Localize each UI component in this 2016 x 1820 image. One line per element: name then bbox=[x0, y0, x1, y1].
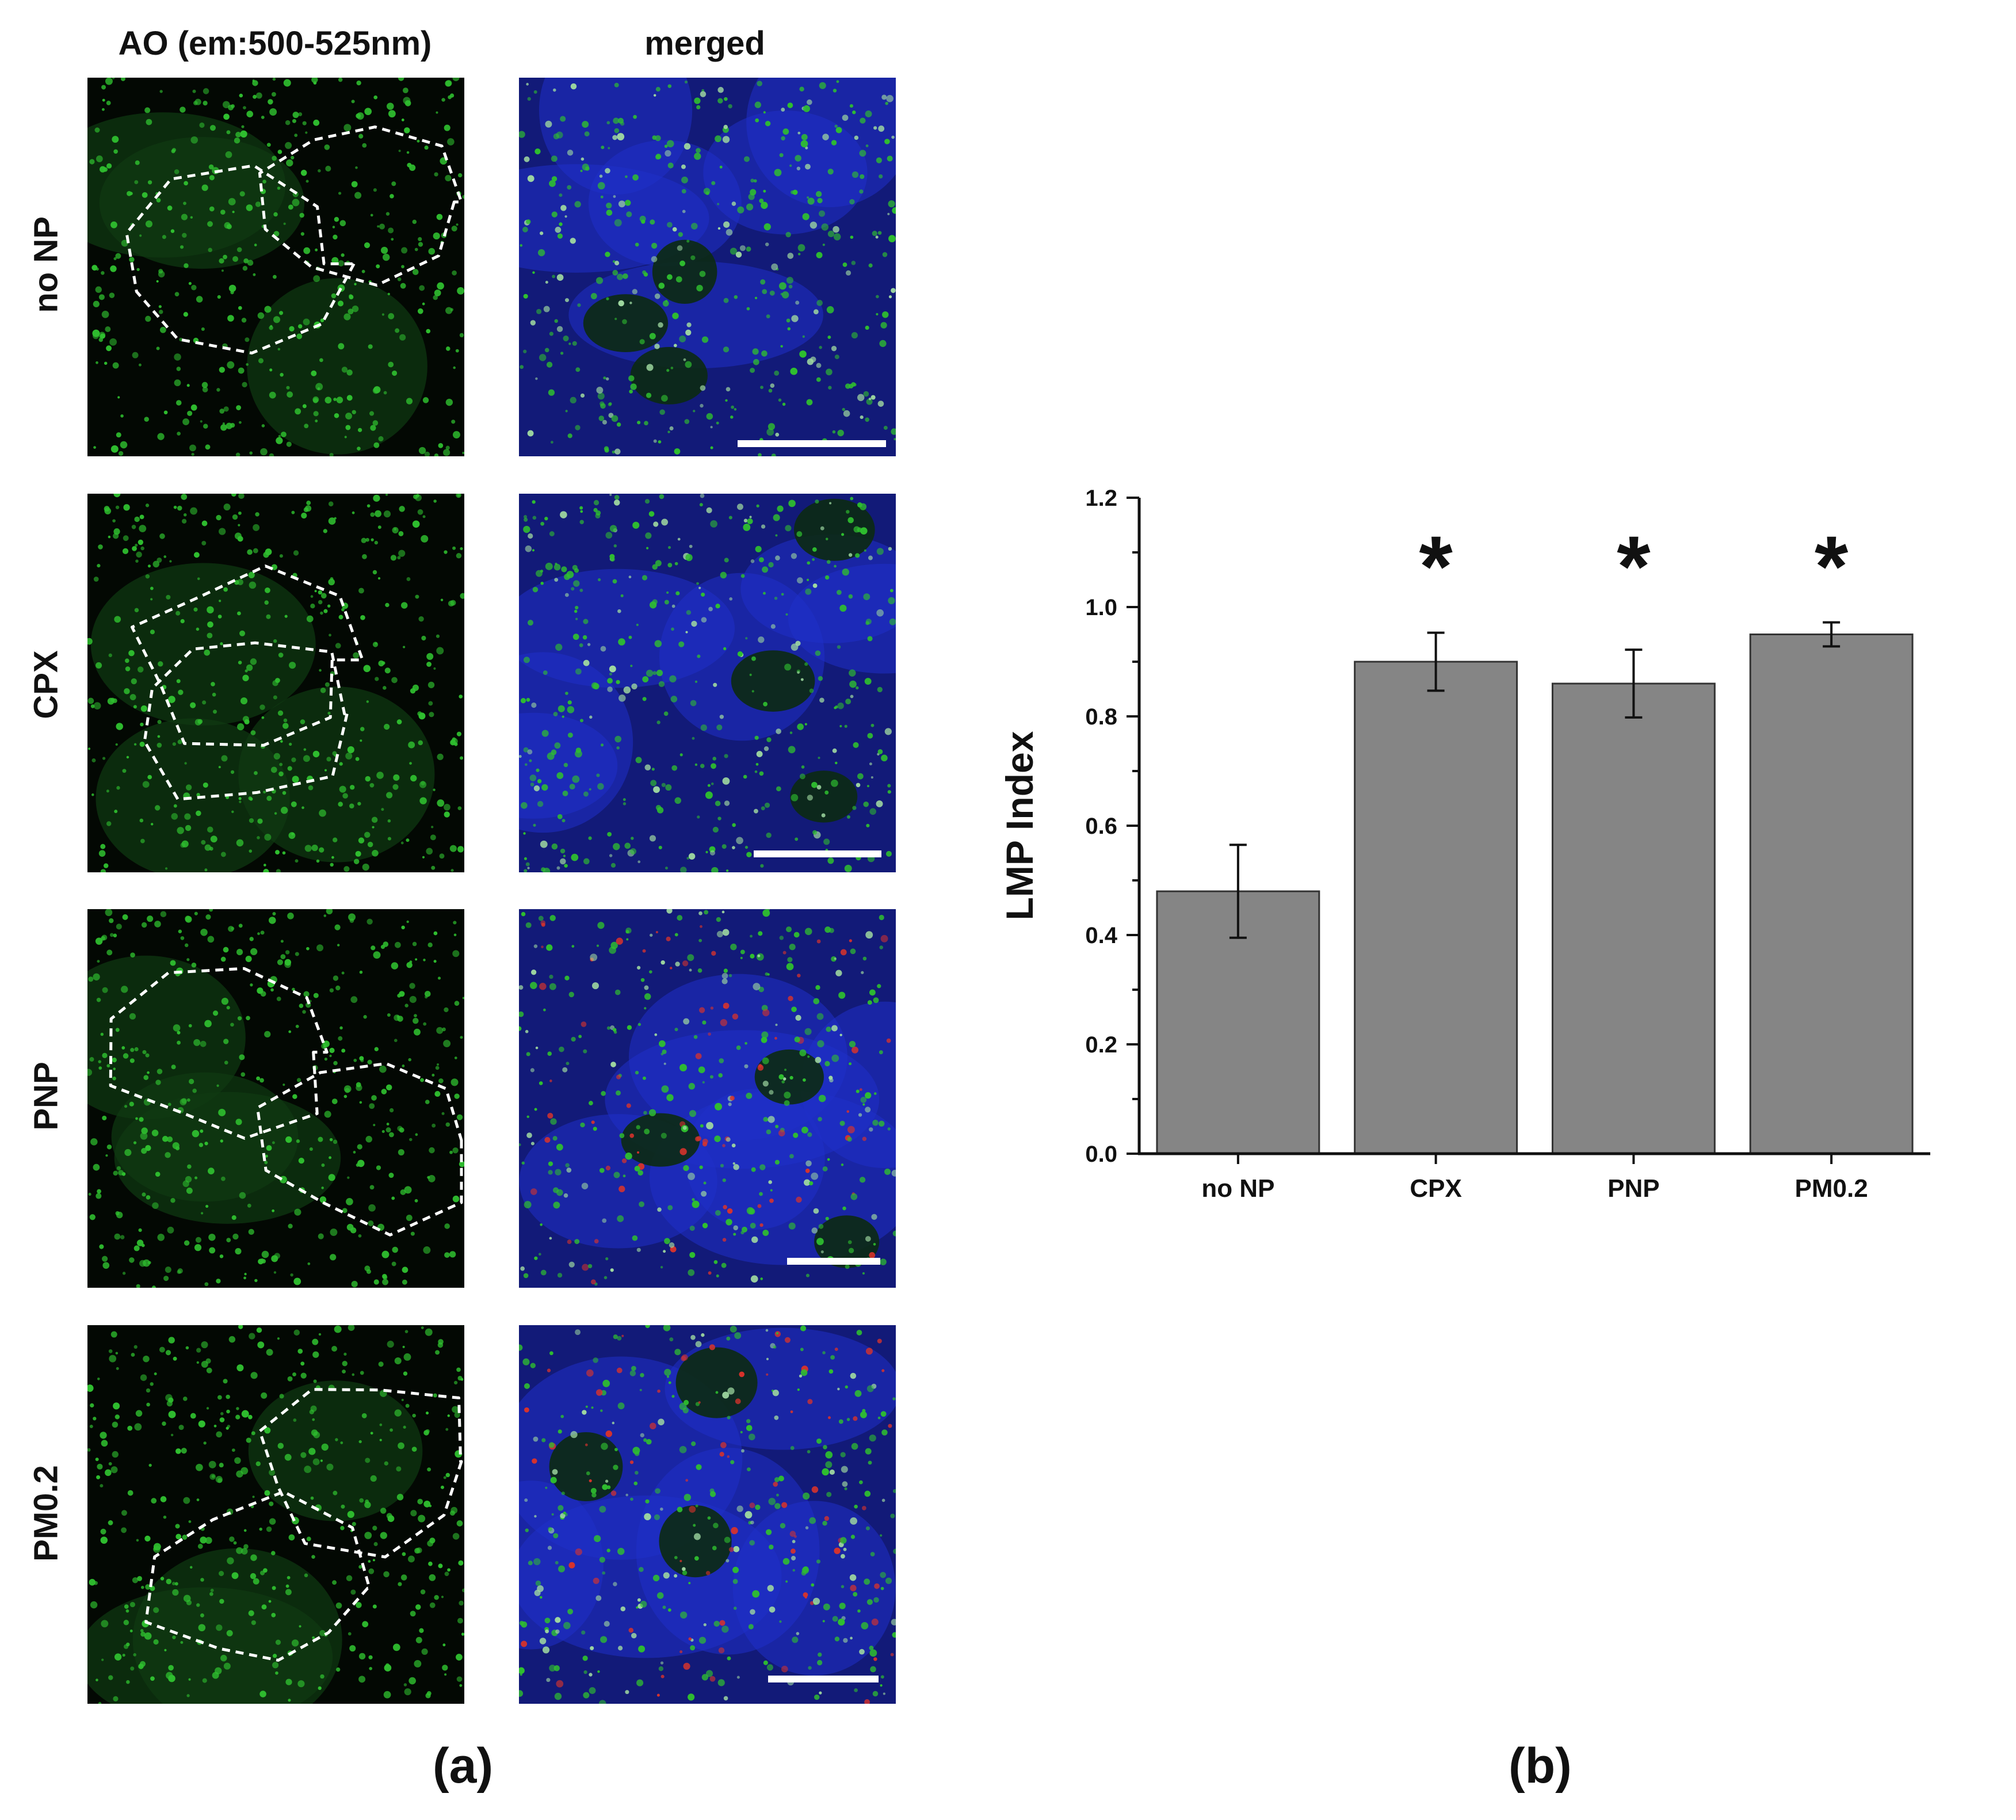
x-tick-label-3: PM0.2 bbox=[1795, 1174, 1868, 1203]
y-axis-label: LMP Index bbox=[998, 731, 1041, 920]
ao-image-cpx bbox=[87, 494, 464, 872]
ao-image-no-np bbox=[87, 78, 464, 456]
x-tick-label-2: PNP bbox=[1608, 1174, 1659, 1203]
y-tick-label-6: 1.2 bbox=[1085, 486, 1117, 511]
y-tick-label-3: 0.6 bbox=[1085, 814, 1117, 839]
row-label-pm02: PM0.2 bbox=[27, 1465, 65, 1562]
row-label-pnp: PNP bbox=[27, 1062, 65, 1131]
x-tick-label-1: CPX bbox=[1410, 1174, 1461, 1203]
merged-image-cpx bbox=[519, 494, 896, 872]
y-tick-label-0: 0.0 bbox=[1085, 1142, 1117, 1167]
significance-star-3: * bbox=[1815, 518, 1849, 615]
row-label-no-np: no NP bbox=[27, 216, 65, 313]
significance-star-1: * bbox=[1419, 518, 1453, 615]
y-tick-label-5: 1.0 bbox=[1085, 595, 1117, 620]
bar-2 bbox=[1551, 682, 1716, 1155]
y-tick-label-4: 0.8 bbox=[1085, 704, 1117, 730]
merged-image-pm02 bbox=[519, 1325, 896, 1704]
panel-letter-b: (b) bbox=[1509, 1738, 1572, 1794]
row-label-cpx: CPX bbox=[27, 650, 65, 719]
y-tick-label-1: 0.2 bbox=[1085, 1032, 1117, 1058]
bar-1 bbox=[1354, 661, 1518, 1155]
panel-letter-a: (a) bbox=[433, 1738, 494, 1794]
scale-bar-pnp bbox=[787, 1258, 880, 1265]
scale-bar-no-np bbox=[738, 440, 886, 447]
lmp-index-bar-chart: no NP * CPX * PNP * PM0.2 0.0 0.2 0.4 0.6 0.8 1.0 1.2… bbox=[998, 486, 1930, 1203]
bar-3 bbox=[1749, 634, 1914, 1155]
scale-bar-cpx bbox=[754, 850, 881, 857]
ao-image-pnp bbox=[87, 909, 464, 1288]
merged-image-pnp bbox=[519, 909, 896, 1288]
column-header-merged: merged bbox=[644, 25, 765, 62]
ao-image-pm02 bbox=[87, 1325, 464, 1704]
significance-star-2: * bbox=[1617, 518, 1651, 615]
scale-bar-pm02 bbox=[768, 1676, 879, 1682]
merged-image-no-np bbox=[519, 78, 896, 456]
y-tick-label-2: 0.4 bbox=[1085, 923, 1117, 948]
column-header-ao: AO (em:500-525nm) bbox=[118, 25, 432, 62]
x-tick-label-0: no NP bbox=[1201, 1174, 1274, 1203]
